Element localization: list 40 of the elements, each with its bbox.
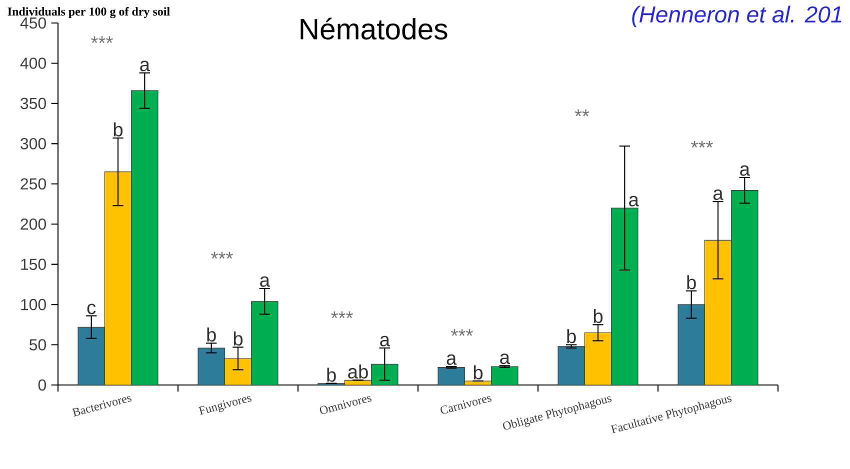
data-label: a [740,165,750,176]
data-label: b [567,329,576,344]
y-tick-label: 350 [20,98,46,110]
annotation: *** [451,329,473,336]
data-label: a [380,336,390,346]
data-label: c [87,304,96,314]
y-tick-label: 200 [20,218,46,230]
data-label: ab [348,364,368,379]
data-label: b [234,332,243,346]
y-tick-label: 50 [29,339,46,350]
annotation: *** [331,311,353,318]
data-label: a [140,60,150,72]
y-tick-label: 300 [20,138,46,150]
y-tick-label: 250 [20,178,46,190]
data-label: b [327,368,336,382]
chart-title: Nématodes [300,18,448,40]
x-tick-label: Fungivores [198,396,252,415]
y-tick-label: 0 [38,379,46,391]
data-label: a [713,189,724,200]
annotation: *** [211,252,233,259]
data-label: b [687,275,696,290]
data-label: a [446,354,457,365]
data-label: a [260,276,270,287]
data-label: b [207,327,216,342]
annotation: *** [91,36,113,44]
y-tick-label: 450 [20,17,46,29]
annotation: ** [574,109,590,116]
data-label: a [629,196,639,206]
x-tick-label: Omnivores [320,396,372,414]
y-tick-label: 150 [21,258,46,270]
annotation: *** [691,140,713,148]
annotation: (Henneron et al. 201 [632,6,842,28]
data-label: b [114,122,123,136]
y-axis-title: Individuals per 100 g of dry soil [8,7,170,18]
data-label: b [594,308,603,324]
data-label: a [500,354,510,364]
data-label: b [474,365,483,380]
y-tick-label: 100 [21,298,46,310]
x-tick-label: Carnivores [440,396,492,414]
y-tick-label: 400 [20,58,46,69]
